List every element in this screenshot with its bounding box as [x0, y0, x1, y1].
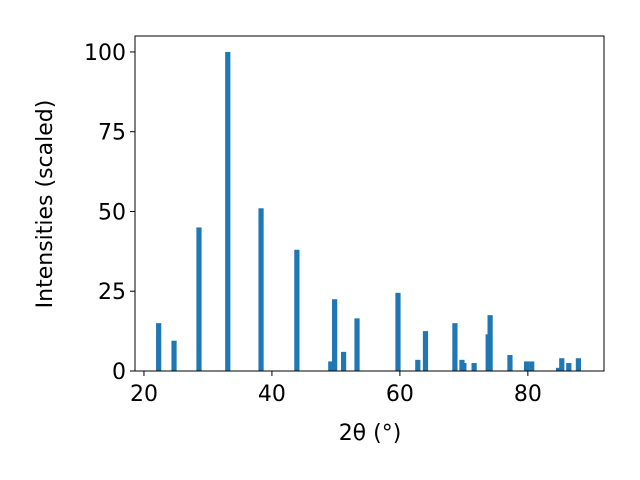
- bar: [555, 367, 562, 371]
- bar: [422, 331, 429, 371]
- y-tick-label: 100: [84, 41, 126, 66]
- bar: [258, 208, 264, 371]
- bar: [523, 361, 530, 371]
- bar: [471, 363, 477, 371]
- bar: [354, 318, 360, 371]
- y-tick-label: 50: [98, 200, 126, 225]
- bar: [452, 323, 458, 371]
- axes-frame: [134, 35, 605, 372]
- x-tick-label: 60: [386, 382, 414, 407]
- bar: [340, 351, 347, 371]
- y-axis-label: Intensities (scaled): [33, 100, 58, 309]
- bar: [328, 361, 334, 371]
- y-tick-label: 0: [112, 360, 126, 385]
- y-tick-label: 25: [98, 280, 126, 305]
- x-tick-label: 20: [130, 382, 158, 407]
- bar: [332, 299, 338, 371]
- x-tick-label: 40: [258, 382, 286, 407]
- bar: [156, 323, 162, 371]
- bar: [171, 340, 177, 371]
- plot-area: [156, 51, 582, 371]
- bar: [566, 363, 572, 371]
- bar: [294, 249, 300, 371]
- bar: [196, 227, 202, 371]
- bar: [395, 292, 401, 371]
- bar: [507, 355, 513, 371]
- bar: [575, 358, 582, 371]
- bar: [487, 315, 493, 371]
- x-tick-label: 80: [514, 382, 542, 407]
- y-tick-label: 75: [98, 121, 126, 146]
- bar: [559, 358, 565, 371]
- bar: [461, 363, 467, 371]
- bar: [225, 51, 231, 371]
- x-axis-label: 2θ (°): [339, 421, 402, 446]
- bar: [415, 359, 421, 371]
- bar: [529, 361, 535, 371]
